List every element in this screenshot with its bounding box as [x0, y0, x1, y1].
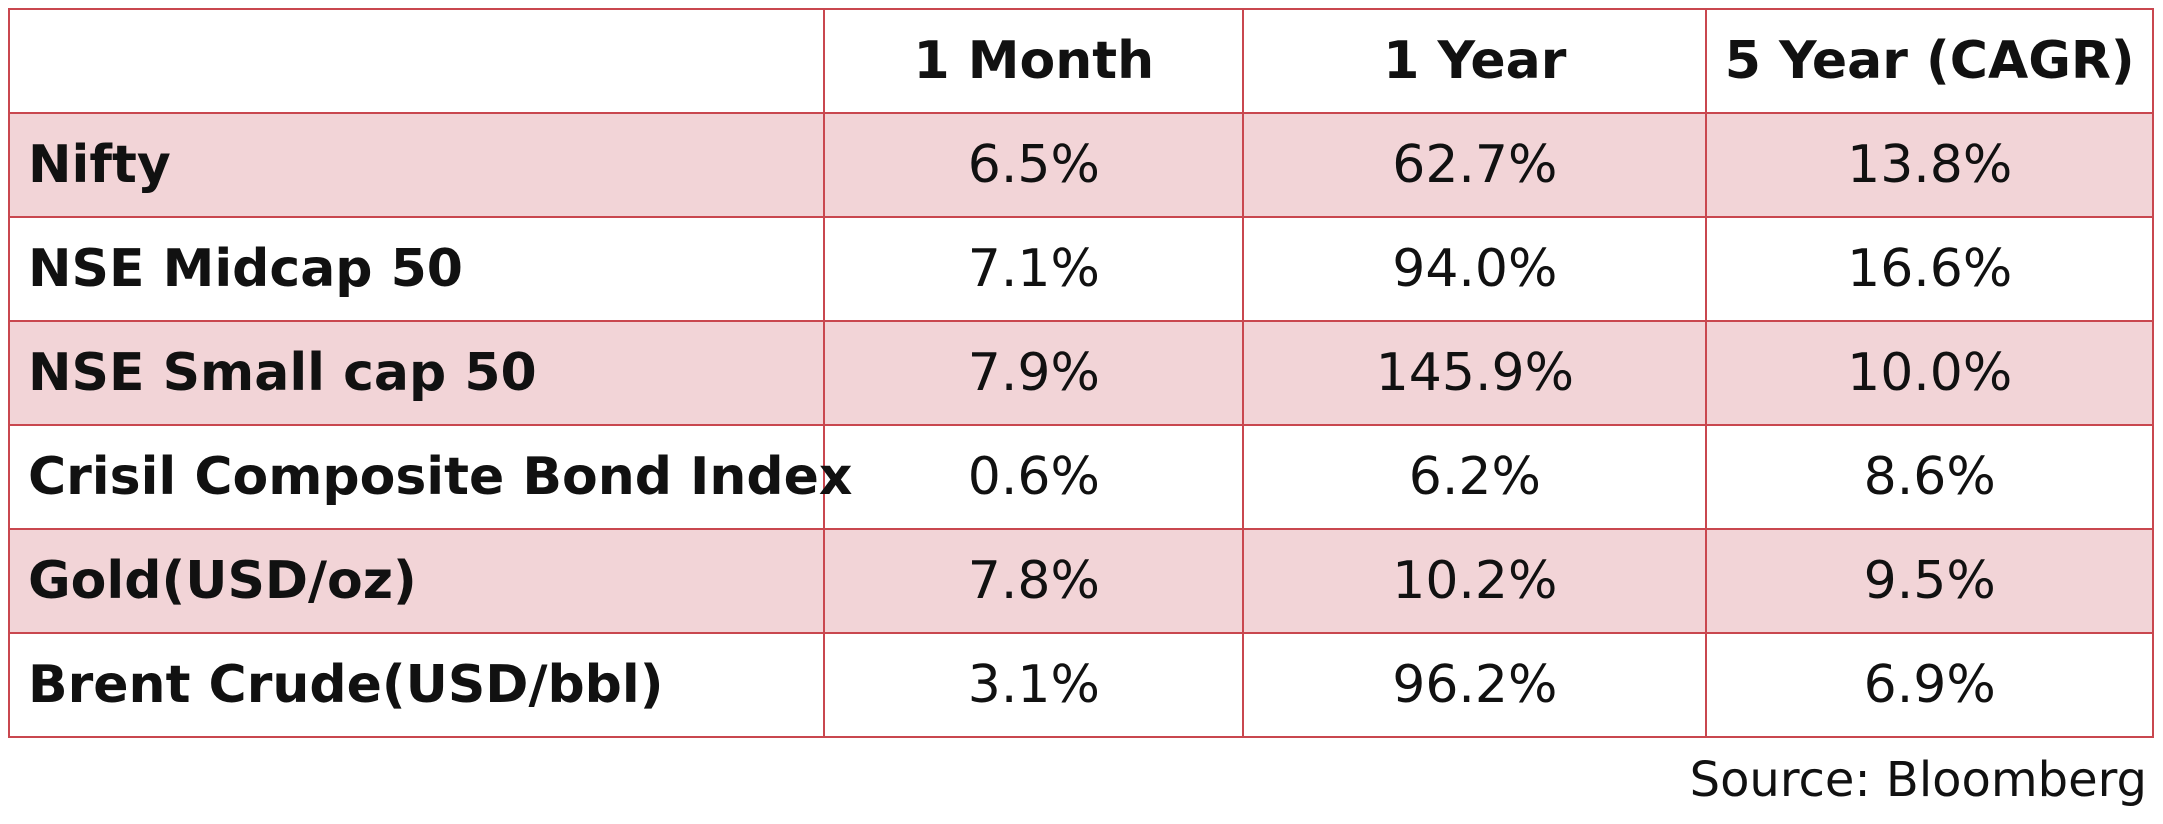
row-label: NSE Midcap 50 — [7, 216, 826, 322]
value-1-month: 7.8% — [823, 528, 1245, 634]
value-1-month: 7.9% — [823, 320, 1245, 426]
value-1-year: 6.2% — [1242, 424, 1708, 530]
header-1-month: 1 Month — [823, 8, 1245, 114]
row-label: Crisil Composite Bond Index — [7, 424, 852, 530]
value-1-year: 62.7% — [1242, 112, 1708, 218]
table-row: NSE Small cap 50 7.9% 145.9% 10.0% — [7, 320, 2154, 426]
value-1-year: 10.2% — [1242, 528, 1708, 634]
table-row: NSE Midcap 50 7.1% 94.0% 16.6% — [7, 216, 2154, 322]
header-1-year: 1 Year — [1242, 8, 1708, 114]
table-row: Brent Crude(USD/bbl) 3.1% 96.2% 6.9% — [7, 632, 2154, 738]
value-5-year-cagr: 8.6% — [1705, 424, 2154, 530]
table-header-row: 1 Month 1 Year 5 Year (CAGR) — [7, 8, 2154, 114]
value-1-year: 94.0% — [1242, 216, 1708, 322]
value-5-year-cagr: 9.5% — [1705, 528, 2154, 634]
row-label: Gold(USD/oz) — [7, 528, 826, 634]
row-label: NSE Small cap 50 — [7, 320, 826, 426]
row-label: Nifty — [7, 112, 826, 218]
value-1-month: 3.1% — [823, 632, 1245, 738]
row-label: Brent Crude(USD/bbl) — [7, 632, 826, 738]
table-row: Gold(USD/oz) 7.8% 10.2% 9.5% — [7, 528, 2154, 634]
header-empty-cell — [7, 8, 826, 114]
source-note: Source: Bloomberg — [1689, 752, 2147, 808]
value-1-year: 96.2% — [1242, 632, 1708, 738]
value-5-year-cagr: 13.8% — [1705, 112, 2154, 218]
value-5-year-cagr: 10.0% — [1705, 320, 2154, 426]
table-row: Crisil Composite Bond Index 0.6% 6.2% 8.… — [7, 424, 2154, 530]
returns-table: 1 Month 1 Year 5 Year (CAGR) Nifty 6.5% … — [7, 8, 2154, 738]
header-5-year-cagr: 5 Year (CAGR) — [1705, 8, 2154, 114]
table-row: Nifty 6.5% 62.7% 13.8% — [7, 112, 2154, 218]
value-1-month: 6.5% — [823, 112, 1245, 218]
value-5-year-cagr: 16.6% — [1705, 216, 2154, 322]
value-1-month: 7.1% — [823, 216, 1245, 322]
value-1-year: 145.9% — [1242, 320, 1708, 426]
value-1-month: 0.6% — [823, 424, 1245, 530]
value-5-year-cagr: 6.9% — [1705, 632, 2154, 738]
